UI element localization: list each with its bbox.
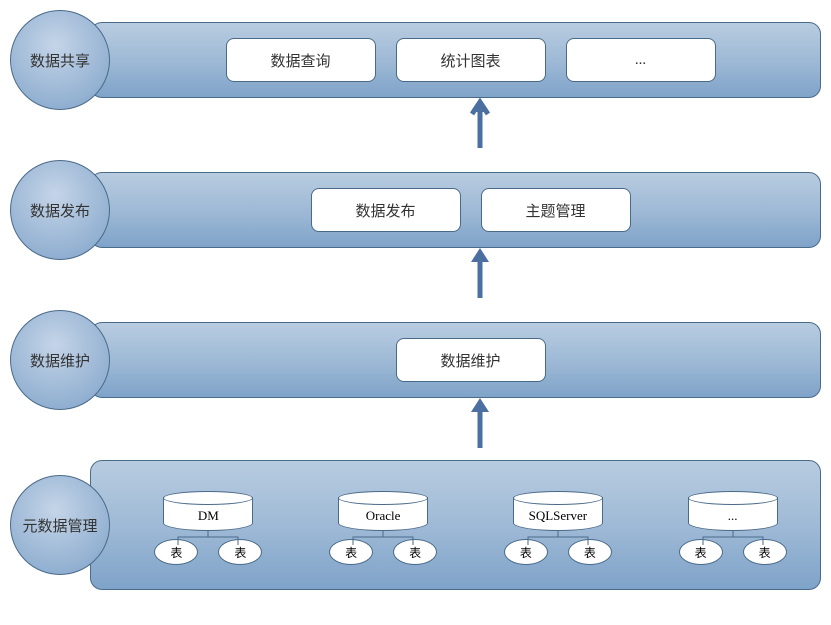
cylinder-icon: ...: [688, 491, 778, 531]
table-pill: 表: [329, 539, 373, 565]
bar-publish: 数据发布 主题管理: [90, 172, 821, 248]
bar-meta: DM 表 表 Oracle 表 表: [90, 460, 821, 590]
circle-label: 数据维护: [30, 350, 90, 371]
circle-label: 数据发布: [30, 200, 90, 221]
bar-share: 数据查询 统计图表 ...: [90, 22, 821, 98]
table-pill: 表: [154, 539, 198, 565]
db-label: ...: [728, 508, 738, 524]
circle-maintain: 数据维护: [10, 310, 110, 410]
box-topic: 主题管理: [481, 188, 631, 232]
db-group-more: ... 表 表: [658, 485, 808, 565]
circle-share: 数据共享: [10, 10, 110, 110]
db-label: DM: [198, 508, 219, 524]
db-label: Oracle: [366, 508, 401, 524]
circle-meta: 元数据管理: [10, 475, 110, 575]
cylinder-icon: Oracle: [338, 491, 428, 531]
table-pill: 表: [679, 539, 723, 565]
box-publish: 数据发布: [311, 188, 461, 232]
db-group-dm: DM 表 表: [133, 485, 283, 565]
box-chart: 统计图表: [396, 38, 546, 82]
table-pill: 表: [568, 539, 612, 565]
table-pill: 表: [393, 539, 437, 565]
arrow-maintain-to-publish: [470, 248, 490, 298]
layer-maintain: 数据维护 数据维护: [10, 310, 821, 410]
bar-maintain: 数据维护: [90, 322, 821, 398]
box-maintain: 数据维护: [396, 338, 546, 382]
db-label: SQLServer: [529, 508, 588, 524]
box-more-share: ...: [566, 38, 716, 82]
circle-label: 元数据管理: [22, 515, 97, 536]
cylinder-icon: DM: [163, 491, 253, 531]
layer-meta: 元数据管理 DM 表 表 Oracle 表: [10, 460, 821, 590]
table-pill: 表: [218, 539, 262, 565]
circle-label: 数据共享: [30, 50, 90, 71]
cylinder-icon: SQLServer: [513, 491, 603, 531]
table-pill: 表: [743, 539, 787, 565]
db-group-oracle: Oracle 表 表: [308, 485, 458, 565]
box-query: 数据查询: [226, 38, 376, 82]
db-group-sqlserver: SQLServer 表 表: [483, 485, 633, 565]
arrow-publish-to-share: [470, 98, 490, 148]
table-pill: 表: [504, 539, 548, 565]
layer-publish: 数据发布 数据发布 主题管理: [10, 160, 821, 260]
arrow-meta-to-maintain: [470, 398, 490, 448]
layer-share: 数据共享 数据查询 统计图表 ...: [10, 10, 821, 110]
circle-publish: 数据发布: [10, 160, 110, 260]
